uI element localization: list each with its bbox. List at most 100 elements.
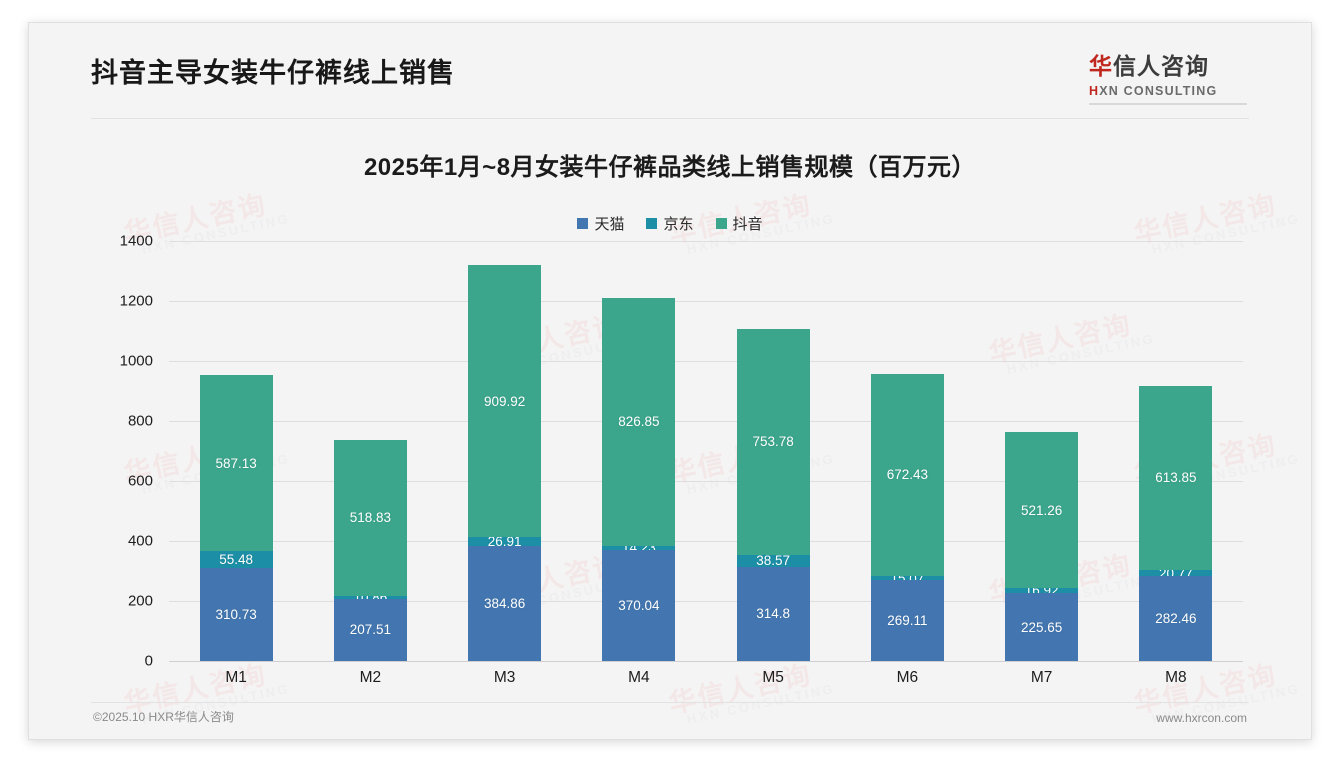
bar-segment-抖音-M1[interactable]: 587.13 bbox=[199, 375, 273, 552]
chart-title: 2025年1月~8月女装牛仔裤品类线上销售规模（百万元） bbox=[363, 154, 977, 181]
legend-item-天猫[interactable]: 天猫 bbox=[577, 213, 624, 234]
legend-label: 天猫 bbox=[594, 216, 625, 233]
bar-segment-天猫-M7[interactable]: 225.65 bbox=[1005, 593, 1079, 661]
bar-segment-抖音-M5[interactable]: 753.78 bbox=[736, 328, 810, 555]
grid-lines bbox=[169, 241, 1243, 662]
x-axis-tick-label: M2 bbox=[359, 669, 382, 686]
logo-underline bbox=[1089, 103, 1247, 105]
bar-segment-抖音-M2[interactable]: 518.83 bbox=[333, 439, 407, 596]
bar-value-label: 269.11 bbox=[887, 613, 928, 629]
y-axis-tick-label: 1400 bbox=[119, 232, 153, 250]
bar-value-label: 909.92 bbox=[483, 393, 526, 409]
bar-value-label: 672.43 bbox=[886, 467, 929, 483]
bar-value-label: 20.77 bbox=[1159, 570, 1193, 576]
bar-value-label: 310.73 bbox=[215, 606, 257, 622]
bar-group-M1[interactable]: 310.73 55.48 587.13 bbox=[199, 375, 273, 661]
bar-segment-京东-M5[interactable]: 38.57 bbox=[736, 555, 810, 567]
y-axis-tick-label: 1000 bbox=[119, 352, 153, 370]
bar-segment-天猫-M6[interactable]: 269.11 bbox=[870, 580, 944, 661]
bar-value-label: 613.85 bbox=[1155, 470, 1197, 486]
bar-value-label: 282.46 bbox=[1155, 611, 1197, 627]
bar-segment-京东-M2[interactable]: 10.86 bbox=[333, 595, 407, 599]
x-axis-tick-label: M7 bbox=[1030, 669, 1053, 686]
bar-segment-抖音-M6[interactable]: 672.43 bbox=[870, 374, 944, 576]
bar-value-label: 16.92 bbox=[1025, 588, 1059, 593]
legend-item-京东[interactable]: 京东 bbox=[646, 213, 694, 234]
bar-value-label: 225.65 bbox=[1020, 619, 1063, 635]
bar-segment-京东-M7[interactable]: 16.92 bbox=[1005, 588, 1079, 594]
bar-segment-抖音-M3[interactable]: 909.92 bbox=[468, 264, 542, 538]
grid-line bbox=[169, 421, 1243, 422]
y-axis-tick-label: 200 bbox=[127, 592, 153, 610]
bar-segment-天猫-M8[interactable]: 282.46 bbox=[1139, 576, 1213, 661]
grid-line bbox=[169, 661, 1243, 662]
bar-segment-天猫-M2[interactable]: 207.51 bbox=[333, 598, 407, 661]
bar-value-label: 314.8 bbox=[756, 606, 791, 622]
bar-segment-京东-M6[interactable]: 15.07 bbox=[870, 575, 944, 581]
company-logo: 华信人咨询 HXN CONSULTING bbox=[1089, 47, 1249, 105]
bar-value-label: 518.83 bbox=[349, 510, 392, 526]
legend-label: 京东 bbox=[663, 216, 694, 233]
grid-line bbox=[169, 361, 1243, 362]
page-title: 抖音主导女装牛仔裤线上销售 bbox=[91, 58, 455, 88]
header-divider bbox=[91, 118, 1249, 119]
legend-swatch-icon bbox=[715, 218, 727, 229]
bar-value-label: 15.07 bbox=[890, 576, 924, 581]
x-axis-tick-label: M5 bbox=[762, 669, 784, 686]
legend-swatch-icon bbox=[646, 218, 658, 229]
bar-group-M4[interactable]: 370.04 14.23 826.85 bbox=[602, 297, 676, 661]
legend-item-抖音[interactable]: 抖音 bbox=[715, 213, 763, 234]
bar-value-label: 38.57 bbox=[756, 555, 791, 567]
bar-series-container: 310.73 55.48 587.13 207.51 10.86 518.83 384.86… bbox=[169, 241, 1243, 661]
bar-value-label: 55.48 bbox=[219, 551, 254, 567]
bar-segment-天猫-M1[interactable]: 310.73 bbox=[199, 567, 273, 661]
bar-segment-京东-M8[interactable]: 20.77 bbox=[1139, 570, 1213, 577]
grid-line bbox=[169, 481, 1243, 482]
bar-value-label: 826.85 bbox=[618, 414, 660, 430]
bar-value-label: 207.51 bbox=[349, 622, 392, 638]
y-axis: 1400 1200 1000 800 600 400 200 0 bbox=[91, 233, 161, 670]
bar-group-M3[interactable]: 384.86 26.91 909.92 bbox=[468, 264, 542, 661]
logo-en-red: H bbox=[1089, 84, 1100, 98]
bar-group-M5[interactable]: 314.8 38.57 753.78 bbox=[736, 328, 810, 661]
chart-plot-area: 1400 1200 1000 800 600 400 200 0 310.73 55.48 587… bbox=[91, 233, 1251, 691]
bar-segment-天猫-M5[interactable]: 314.8 bbox=[736, 566, 810, 661]
y-axis-tick-label: 600 bbox=[127, 472, 153, 490]
x-axis: M1 M2 M3 M4 M5 M6 M7 M8 bbox=[169, 669, 1243, 687]
bar-group-M8[interactable]: 282.46 20.77 613.85 bbox=[1139, 385, 1213, 661]
y-axis-tick-label: 800 bbox=[127, 412, 153, 430]
chart-legend: 天猫 京东 抖音 bbox=[29, 213, 1311, 234]
bar-value-label: 521.26 bbox=[1020, 502, 1063, 518]
x-axis-tick-label: M3 bbox=[493, 669, 516, 686]
slide-canvas: 华信人咨询 HXN CONSULTING 华信人咨询 HXN CONSULTING 华信… bbox=[28, 22, 1312, 740]
bar-segment-京东-M4[interactable]: 14.23 bbox=[602, 545, 676, 550]
bar-segment-天猫-M4[interactable]: 370.04 bbox=[602, 550, 676, 661]
bar-group-M7[interactable]: 225.65 16.92 521.26 bbox=[1005, 431, 1079, 661]
bar-segment-京东-M3[interactable]: 26.91 bbox=[468, 537, 542, 546]
logo-cn-dark: 信人咨询 bbox=[1113, 53, 1209, 79]
y-axis-tick-label: 0 bbox=[144, 652, 153, 670]
bar-segment-京东-M1[interactable]: 55.48 bbox=[199, 551, 273, 568]
x-axis-tick-label: M4 bbox=[628, 669, 650, 686]
bar-segment-抖音-M7[interactable]: 521.26 bbox=[1005, 431, 1079, 589]
bar-segment-天猫-M3[interactable]: 384.86 bbox=[468, 545, 542, 661]
legend-label: 抖音 bbox=[732, 216, 763, 233]
bar-group-M6[interactable]: 269.11 15.07 672.43 bbox=[870, 374, 944, 661]
x-axis-tick-label: M6 bbox=[896, 669, 919, 686]
footer-divider bbox=[91, 702, 1249, 703]
grid-line bbox=[169, 601, 1243, 602]
bar-segment-抖音-M8[interactable]: 613.85 bbox=[1139, 385, 1213, 571]
slide-header: 抖音主导女装牛仔裤线上销售 华信人咨询 HXN CONSULTING bbox=[29, 23, 1311, 119]
y-axis-tick-label: 400 bbox=[127, 532, 153, 550]
footer-website[interactable]: www.hxrcon.com bbox=[1156, 711, 1247, 725]
bar-value-label: 10.86 bbox=[353, 596, 387, 599]
bar-value-label: 26.91 bbox=[487, 537, 522, 546]
logo-english-text: HXN CONSULTING bbox=[1089, 84, 1249, 98]
bar-value-label: 384.86 bbox=[483, 595, 526, 611]
grid-line bbox=[169, 241, 1243, 242]
bar-segment-抖音-M4[interactable]: 826.85 bbox=[602, 297, 676, 546]
x-axis-tick-label: M8 bbox=[1165, 669, 1187, 686]
bar-value-label: 587.13 bbox=[215, 455, 257, 471]
bar-group-M2[interactable]: 207.51 10.86 518.83 bbox=[333, 439, 407, 661]
footer-copyright: ©2025.10 HXR华信人咨询 bbox=[93, 710, 234, 724]
